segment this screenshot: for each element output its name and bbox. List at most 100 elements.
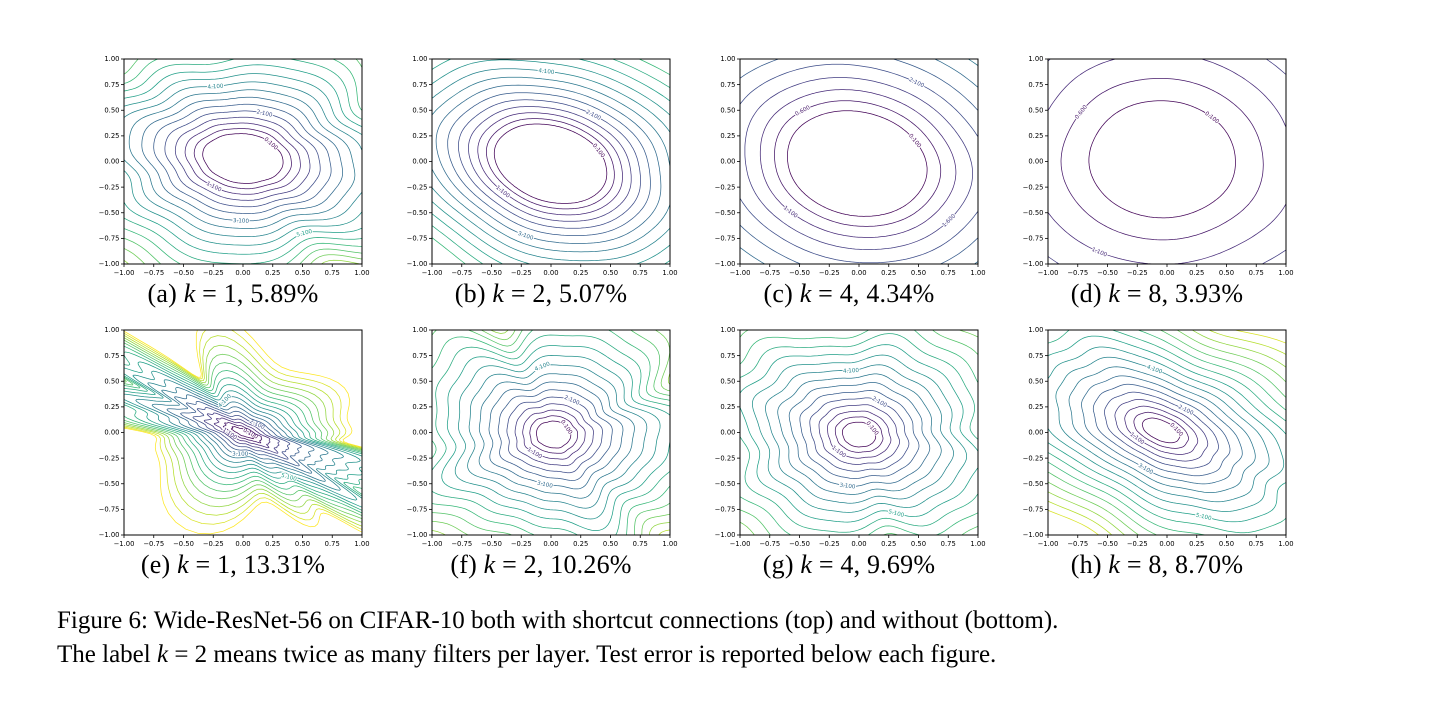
y-tick-label: −0.50 [99, 209, 120, 217]
contour-level-label: 0.100 [1168, 422, 1184, 438]
test-error: 9.69% [867, 550, 936, 579]
k-symbol: k [1108, 279, 1121, 308]
subplot-cell: 0.100 1.100 2.100 3.100 4.100 5.100 −1.00 −0.75… [94, 327, 372, 580]
y-tick-label: 0.00 [104, 429, 119, 437]
y-tick-label: −0.25 [99, 183, 120, 191]
contour-level-label: 5.100 [296, 229, 313, 239]
x-tick-label: 0.50 [603, 269, 618, 277]
y-tick-label: 0.75 [720, 81, 735, 89]
y-tick-label: 0.75 [412, 81, 427, 89]
y-tick-label: −1.00 [1023, 531, 1044, 539]
subplot-cell: 0.100 1.100 2.100 3.100 4.100 −1.00 −0.75 −0.50… [402, 56, 680, 309]
subplot-grid: 0.100 1.100 2.100 3.100 4.100 5.100 −1.00 −0.75… [94, 56, 1436, 580]
y-tick-label: −0.75 [99, 235, 120, 243]
y-tick-label: 0.75 [1028, 352, 1043, 360]
x-tick-label: 0.00 [543, 269, 558, 277]
x-tick-label: −0.75 [1067, 269, 1088, 277]
y-tick-label: −1.00 [99, 260, 120, 268]
k-value: = 4, [818, 550, 861, 579]
k-symbol: k [1108, 550, 1121, 579]
x-tick-label: −0.25 [511, 540, 532, 548]
x-tick-label: 0.25 [265, 540, 280, 548]
contour-level-label: 4.100 [538, 68, 555, 76]
y-tick-label: −0.75 [407, 506, 428, 514]
subplot-caption: (e) k = 1, 13.31% [141, 550, 325, 580]
k-value: = 2, [510, 279, 553, 308]
contour-level-label: 4.100 [843, 368, 860, 375]
contour-level-label: 0.600 [1074, 104, 1089, 121]
subplot-cell: 0.100 1.100 2.100 3.100 4.100 5.100 −1.00 −0.75… [1018, 327, 1296, 580]
y-tick-label: 0.75 [1028, 81, 1043, 89]
y-tick-label: 0.25 [720, 132, 735, 140]
subplot-cell: 0.100 1.100 2.100 3.100 4.100 −1.00 −0.75 −0.50… [402, 327, 680, 580]
k-value: = 4, [818, 279, 860, 308]
contour-level-label: 0.100 [591, 143, 606, 160]
k-value: = 2, [502, 550, 544, 579]
x-tick-label: −1.00 [730, 269, 751, 277]
k-symbol: k [183, 279, 196, 308]
x-tick-label: 0.00 [235, 269, 250, 277]
figure-caption: Figure 6: Wide-ResNet-56 on CIFAR-10 bot… [57, 604, 1395, 672]
contour-plot-d: 0.100 0.600 1.100 −1.00 −0.75 −0.50 −0.25 0.00 0… [1023, 56, 1294, 277]
y-tick-label: 0.25 [720, 403, 735, 411]
x-tick-label: 1.00 [354, 269, 369, 277]
y-tick-label: 0.75 [104, 81, 119, 89]
contour-level-label: 2.100 [871, 396, 888, 409]
x-tick-label: −0.25 [203, 269, 224, 277]
test-error: 8.70% [1175, 550, 1244, 579]
x-tick-label: 1.00 [662, 269, 677, 277]
y-tick-label: −0.50 [407, 480, 428, 488]
x-tick-label: −0.75 [451, 269, 472, 277]
k-symbol: k [177, 550, 189, 579]
x-tick-label: −0.50 [789, 540, 810, 548]
contour-level-label: 0.100 [559, 419, 573, 436]
contour-level-label: 3.100 [232, 452, 249, 458]
k-value: = 8, [1126, 279, 1169, 308]
y-tick-label: 0.00 [412, 158, 427, 166]
contour-level-label: 0.100 [864, 421, 879, 438]
y-tick-label: −0.25 [715, 454, 736, 462]
contour-level-label: 1.100 [221, 427, 238, 441]
y-tick-label: −0.50 [715, 480, 736, 488]
x-tick-label: −1.00 [1038, 269, 1059, 277]
x-tick-label: −0.50 [481, 540, 502, 548]
x-tick-label: 0.50 [295, 269, 310, 277]
contour-level-label: 4.100 [217, 393, 233, 409]
x-tick-label: 0.75 [1249, 540, 1264, 548]
y-tick-label: −0.25 [1023, 454, 1044, 462]
plot-frame [431, 58, 671, 265]
subplot-index: (f) [450, 550, 477, 579]
contour-level-label: 3.100 [233, 218, 250, 225]
contour-level-label: 4.100 [1146, 364, 1164, 375]
test-error: 5.07% [559, 279, 628, 308]
x-tick-label: 1.00 [1278, 269, 1293, 277]
subplot-index: (e) [140, 550, 171, 579]
plot-frame [1047, 58, 1287, 265]
x-tick-label: 0.75 [633, 540, 648, 548]
x-tick-label: −0.25 [819, 269, 840, 277]
x-tick-label: −0.25 [203, 540, 224, 548]
y-tick-label: 1.00 [1028, 56, 1043, 63]
x-tick-label: 1.00 [970, 540, 985, 548]
test-error: 5.89% [250, 279, 319, 308]
x-tick-label: 0.50 [1219, 269, 1234, 277]
y-tick-label: −1.00 [715, 531, 736, 539]
y-tick-label: −0.75 [715, 506, 736, 514]
y-tick-label: −0.50 [99, 480, 120, 488]
y-tick-label: 0.00 [720, 429, 735, 437]
subplot-cell: 0.100 1.100 2.100 3.100 4.100 5.100 −1.00 −0.75… [710, 327, 988, 580]
x-tick-label: −0.25 [1127, 540, 1148, 548]
y-tick-label: 0.75 [104, 352, 119, 360]
subplot-index: (c) [763, 279, 793, 308]
y-tick-label: −0.25 [407, 454, 428, 462]
contour-level-label: 1.100 [494, 185, 511, 200]
y-tick-label: 0.50 [412, 377, 427, 385]
y-tick-label: 0.75 [412, 352, 427, 360]
y-tick-label: 0.25 [104, 132, 119, 140]
y-tick-label: −0.75 [1023, 235, 1044, 243]
x-tick-label: −0.75 [759, 269, 780, 277]
y-tick-label: −1.00 [1023, 260, 1044, 268]
